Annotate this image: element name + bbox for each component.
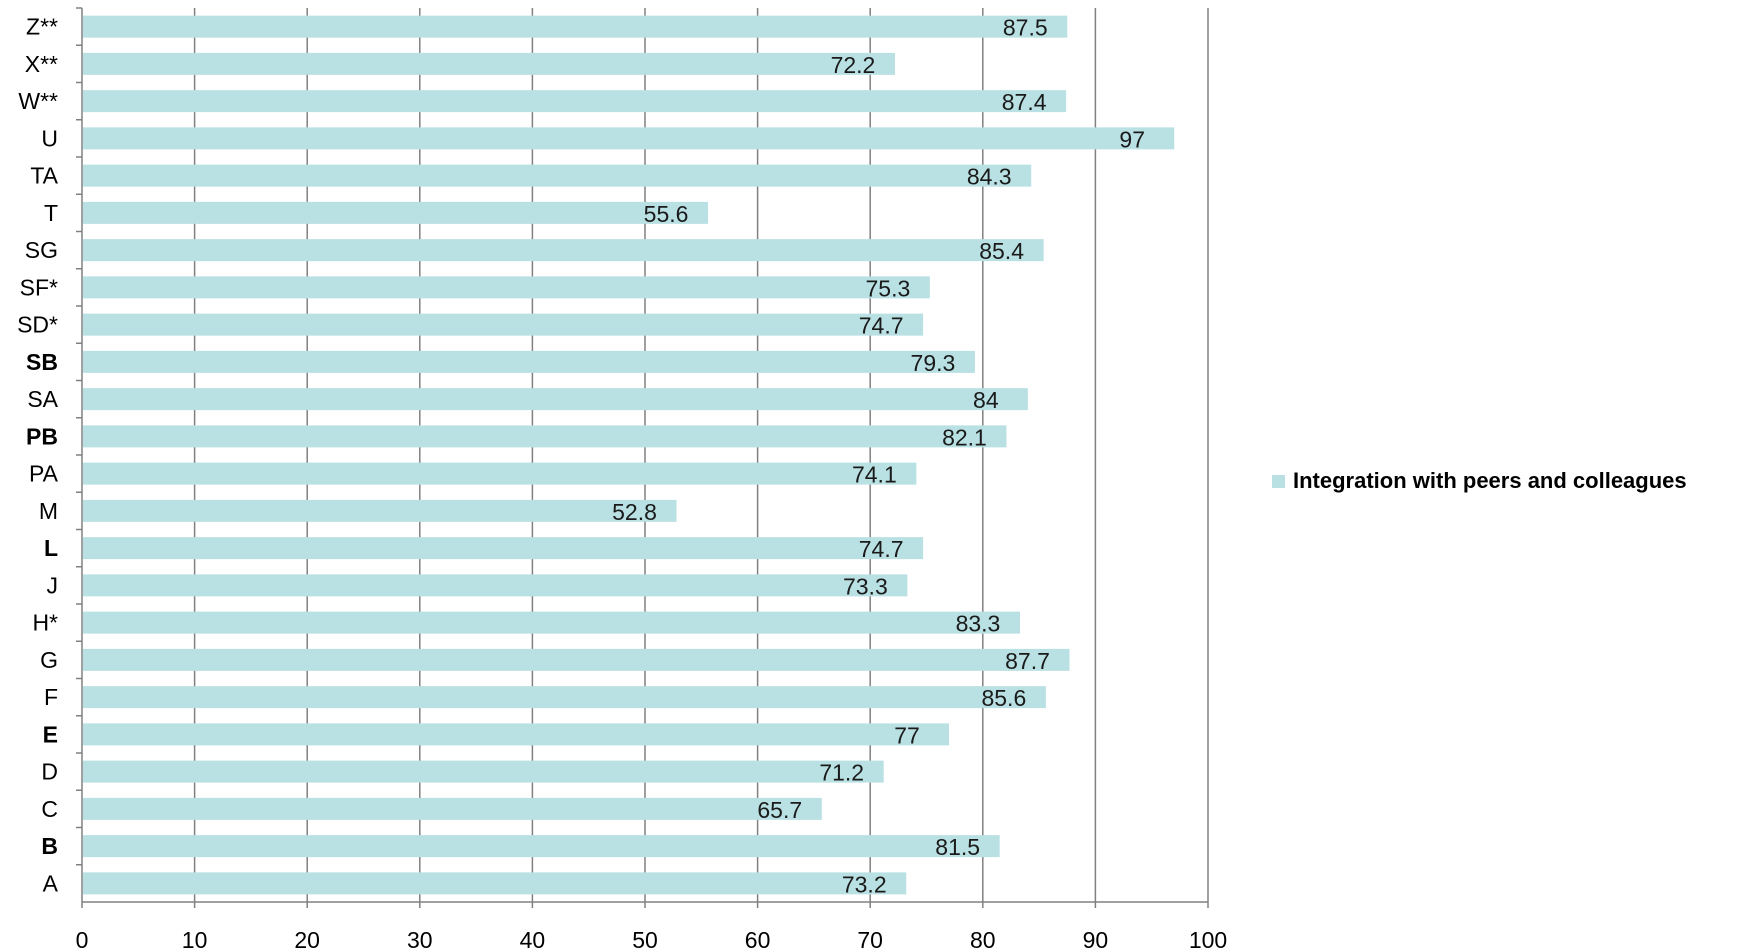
data-label: 84 [973,387,999,413]
category-label: SG [25,237,58,263]
bar-sa [83,388,1028,411]
category-label: M [39,498,58,524]
data-label: 84.3 [967,164,1012,190]
x-tick-label: 40 [520,927,546,951]
data-label: 75.3 [865,275,910,301]
category-label: D [41,759,58,785]
bar-t [83,201,709,224]
data-label: 87.7 [1005,648,1050,674]
category-label: G [40,647,58,673]
data-label: 52.8 [612,499,657,525]
category-label: W** [18,88,58,114]
bar-sb [83,350,975,373]
category-label: H* [32,610,58,636]
data-label: 73.3 [843,573,888,599]
data-label: 77 [894,722,920,748]
data-label: 81.5 [935,834,980,860]
bar-sg [83,239,1044,262]
data-label: 72.2 [831,52,876,78]
data-label: 83.3 [956,611,1001,637]
category-label: A [43,870,59,896]
category-label: F [44,684,58,710]
x-tick-label: 80 [970,927,996,951]
x-tick-label: 90 [1083,927,1109,951]
legend-label: Integration with peers and colleagues [1293,468,1687,493]
bar-xss [83,52,895,75]
bar-u [83,127,1175,150]
category-label: Z** [26,14,58,40]
bar-d [83,760,884,783]
bar-sfs [83,276,930,299]
bar-ta [83,164,1032,187]
bar-l [83,537,924,560]
x-tick-label: 70 [857,927,883,951]
bar-f [83,686,1046,709]
bar-c [83,797,822,820]
data-label: 74.1 [852,462,897,488]
bar-b [83,835,1000,858]
x-tick-label: 20 [294,927,320,951]
legend: Integration with peers and colleagues [1272,468,1687,494]
data-label: 85.6 [981,685,1026,711]
category-label: B [41,833,58,859]
x-tick-label: 100 [1189,927,1227,951]
category-label: T [44,200,58,226]
axes [76,7,1209,908]
data-label: 74.7 [859,536,904,562]
category-label: X** [25,51,58,77]
data-label: 73.2 [842,871,887,897]
category-label: TA [30,163,58,189]
bar-g [83,648,1070,671]
category-label: U [41,125,58,151]
bar-j [83,574,908,597]
data-label: 65.7 [757,797,802,823]
category-label: E [43,721,58,747]
bar-pb [83,425,1007,448]
legend-swatch [1272,474,1285,488]
bar-m [83,499,677,522]
bar-pa [83,462,917,485]
x-tick-label: 50 [632,927,658,951]
bar-hs [83,611,1020,634]
data-label: 55.6 [644,201,689,227]
category-label: PB [26,423,58,449]
labels: 0 10 20 30 40 50 60 70 80 90 100 A 73.2 B 81.5 C 65.7 D 71… [17,14,1227,951]
category-label: L [44,535,58,561]
data-label: 74.7 [859,313,904,339]
data-label: 79.3 [911,350,956,376]
category-label: SA [27,386,58,412]
category-label: SD* [17,312,58,338]
gridlines [193,8,1209,902]
data-label: 71.2 [819,760,864,786]
category-label: SF* [20,274,58,300]
category-label: PA [29,461,59,487]
category-label: J [47,572,59,598]
data-label: 85.4 [979,238,1024,264]
x-tick-label: 60 [745,927,771,951]
x-tick-label: 0 [76,927,89,951]
bars [83,15,1175,895]
bar-a [83,872,907,895]
data-label: 82.1 [942,424,987,450]
bar-wss [83,90,1067,113]
data-label: 97 [1119,126,1145,152]
bar-e [83,723,950,746]
category-label: C [41,796,58,822]
x-tick-label: 10 [182,927,208,951]
category-label: SB [26,349,58,375]
bar-sds [83,313,924,336]
bar-zss [83,15,1068,38]
data-label: 87.5 [1003,15,1048,41]
data-label: 87.4 [1002,89,1047,115]
x-tick-label: 30 [407,927,433,951]
